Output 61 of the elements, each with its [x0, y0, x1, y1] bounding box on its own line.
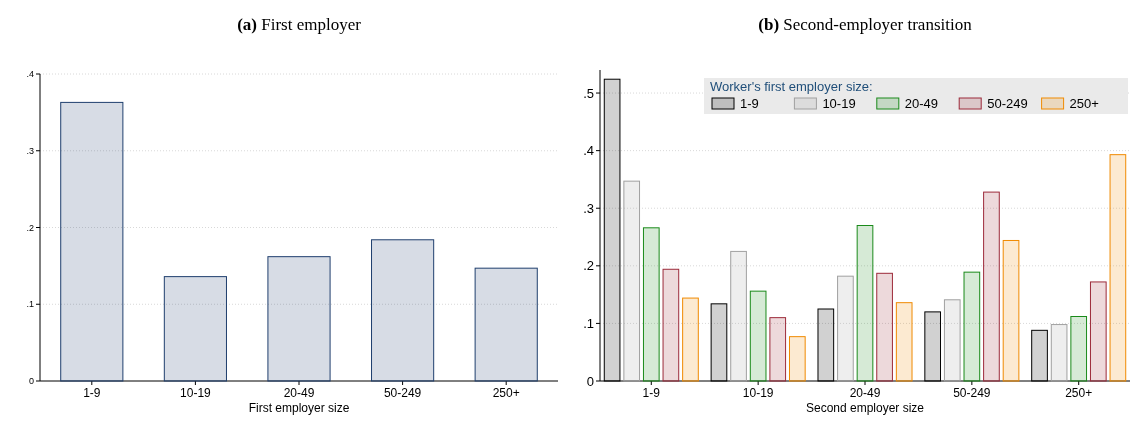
bar [1089, 281, 1107, 382]
bar [943, 299, 961, 382]
bar [788, 336, 806, 382]
x-tick-label: 1-9 [642, 386, 661, 400]
x-tick-label: 20-49 [849, 386, 881, 400]
y-tick-label: 0 [28, 376, 34, 387]
chart-title: (b) Second-employer transition [758, 15, 973, 34]
bar [817, 308, 835, 382]
bar [662, 268, 680, 382]
x-tick-label: 10-19 [180, 386, 212, 400]
bar [856, 225, 874, 382]
y-tick-label: .5 [583, 85, 594, 101]
bar [1050, 324, 1068, 382]
bar [895, 302, 913, 382]
bar [1031, 329, 1048, 382]
bar [876, 272, 893, 382]
bar [924, 311, 942, 382]
legend-label: 10-19 [822, 96, 856, 111]
y-tick-label: 0 [586, 373, 594, 389]
legend-label: 250+ [1069, 96, 1099, 111]
bar [623, 180, 641, 382]
legend-label: 1-9 [740, 96, 759, 111]
x-tick-label: 250+ [492, 386, 520, 400]
bar [837, 275, 854, 382]
bar [642, 227, 660, 382]
x-tick-label: 1-9 [83, 386, 101, 400]
bar [730, 250, 747, 382]
y-tick-label: .4 [583, 143, 594, 159]
bar [1002, 239, 1020, 382]
y-tick-label: .3 [26, 145, 34, 156]
bar [1070, 316, 1088, 382]
legend-label: 50-249 [987, 96, 1028, 111]
x-tick-label: 20-49 [283, 386, 315, 400]
y-tick-label: .2 [583, 258, 594, 274]
bar [267, 256, 331, 382]
y-tick-label: .2 [26, 222, 34, 233]
x-tick-label: 250+ [1065, 386, 1093, 400]
bar [710, 303, 728, 382]
y-tick-label: .1 [583, 315, 594, 331]
x-tick-label: 50-249 [383, 386, 422, 400]
y-tick-label: .1 [26, 299, 34, 310]
bar [963, 271, 981, 382]
bar [682, 297, 699, 382]
y-tick-label: .4 [26, 69, 34, 80]
bar [474, 267, 538, 382]
bar [1109, 154, 1127, 382]
y-tick-label: .3 [583, 200, 594, 216]
bar [60, 101, 124, 382]
bar [163, 276, 227, 382]
x-axis-title: Second employer size [805, 401, 925, 415]
legend-title: Worker's first employer size: [710, 79, 873, 94]
x-tick-label: 10-19 [742, 386, 774, 400]
legend-label: 20-49 [904, 96, 939, 111]
chart-title: (a) First employer [237, 15, 362, 34]
bar [769, 317, 787, 382]
bar [749, 290, 767, 382]
bar [371, 239, 435, 382]
bar [603, 78, 621, 382]
x-axis-title: First employer size [248, 401, 350, 415]
x-tick-label: 50-249 [953, 386, 991, 400]
bar [983, 191, 1000, 382]
